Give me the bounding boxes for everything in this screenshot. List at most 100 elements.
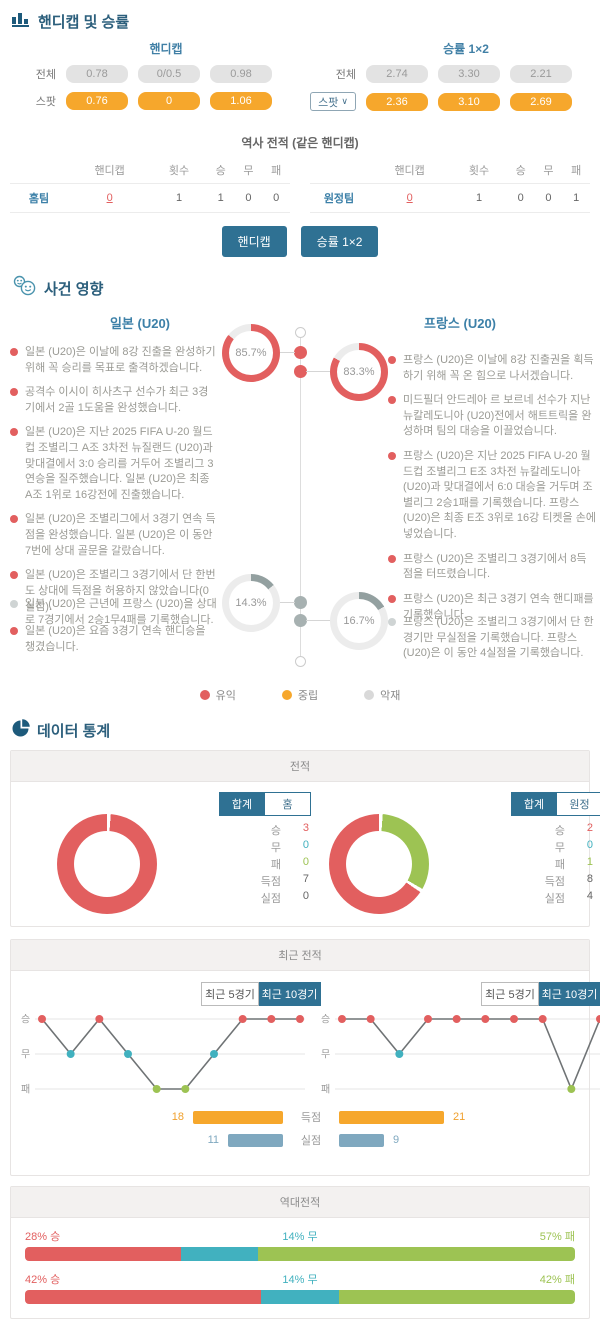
- toggle-away[interactable]: 원정: [557, 792, 600, 816]
- handicap-odds-group: 핸디캡 전체 0.78 0/0.5 0.98 스팟 0.76 0 1.06: [0, 38, 300, 120]
- toggle-home[interactable]: 홈: [265, 792, 311, 816]
- chevron-down-icon: ∨: [341, 96, 348, 106]
- alltime-row2-bar: [25, 1290, 575, 1304]
- toggle-last10[interactable]: 최근 10경기: [539, 982, 600, 1006]
- away-conceded-value: 9: [393, 1134, 400, 1146]
- japan-positive-gauge: 85.7%: [222, 324, 280, 382]
- team-title-france: 프랑스 (U20): [424, 316, 496, 331]
- home-recent-toggle[interactable]: 최근 5경기 최근 10경기: [201, 982, 321, 1006]
- handicap-label: 핸디캡: [149, 42, 183, 56]
- pie-chart-icon: [12, 719, 30, 742]
- legend-item-neutral: 중립: [281, 687, 318, 703]
- odds-value: 0.76: [66, 92, 128, 110]
- conceded-bar-row: 11 실점 9: [11, 1132, 589, 1148]
- positive-bullet-icon: [388, 594, 396, 603]
- away-recent-toggle[interactable]: 최근 5경기 최근 10경기: [481, 982, 600, 1006]
- list-item: 프랑스 (U20)은 조별리그 3경기에서 단 한 경기만 무실점을 기록했습니…: [388, 615, 596, 662]
- cell-win: 0: [506, 183, 535, 213]
- timeline-node-icon: [294, 596, 307, 609]
- loss-pct-label: 57% 패: [539, 1231, 575, 1243]
- home-conceded-value: 11: [207, 1134, 219, 1146]
- legend-item-positive: 유익: [199, 687, 236, 703]
- alltime-panel-title: 역대전적: [11, 1187, 589, 1218]
- stack-segment: [25, 1290, 261, 1304]
- goals-bar-row: 18 득점 21: [11, 1109, 589, 1125]
- draw-pct-label: 14% 무: [282, 1274, 318, 1286]
- cell-loss: 1: [562, 183, 590, 213]
- list-item: 일본 (U20)은 근년에 프랑스 (U20)을 상대로 7경기에서 2승1무4…: [10, 597, 218, 628]
- toggle-total[interactable]: 합계: [219, 792, 265, 816]
- odds-value: 0.78: [66, 65, 128, 83]
- col-header: 패: [262, 157, 290, 184]
- timeline-line: [300, 335, 301, 662]
- alltime-panel: 역대전적 28% 승 14% 무 57% 패 42% 승 14% 무 42% 패: [10, 1186, 590, 1319]
- svg-text:패: 패: [321, 1084, 330, 1096]
- toggle-last5[interactable]: 최근 5경기: [481, 982, 539, 1006]
- list-item: 프랑스 (U20)은 조별리그 3경기에서 8득점을 터뜨렸습니다.: [388, 552, 596, 583]
- cell-win: 1: [206, 183, 235, 213]
- team-title-japan: 일본 (U20): [109, 316, 171, 331]
- spot-dropdown[interactable]: 스팟 ∨: [310, 92, 356, 111]
- timeline-node-icon: [294, 365, 307, 378]
- handicap-link[interactable]: 0: [406, 192, 413, 204]
- legend-dot-icon: [364, 690, 375, 700]
- positive-bullet-icon: [388, 356, 396, 364]
- col-header: 핸디캡: [68, 157, 152, 184]
- stack-segment: [25, 1247, 181, 1261]
- col-header: 횟수: [151, 157, 207, 184]
- cell-draw: 0: [534, 183, 563, 213]
- timeline-node-icon: [295, 656, 306, 667]
- win-pct-label: 42% 승: [25, 1274, 61, 1286]
- positive-bullet-icon: [388, 554, 396, 563]
- odds-section: 핸디캡 및 승률 핸디캡 전체 0.78 0/0.5 0.98 스팟 0.76 …: [0, 0, 600, 257]
- winrate-label: 승률 1×2: [443, 42, 489, 56]
- winrate-button[interactable]: 승률 1×2: [300, 226, 379, 257]
- cell-loss: 0: [262, 183, 290, 213]
- events-legend: 유익 중립 악재: [0, 687, 600, 703]
- stack-segment: [258, 1247, 575, 1261]
- list-item: 공격수 이시이 히사츠구 선수가 최근 3경기에서 2골 1도움을 완성했습니다…: [10, 385, 218, 416]
- conceded-label: 실점: [300, 1135, 322, 1147]
- stack-segment: [180, 1247, 259, 1261]
- spot-dropdown-label: 스팟: [318, 96, 339, 109]
- row-label-all: 전체: [335, 69, 356, 81]
- draw-pct-label: 14% 무: [282, 1231, 318, 1243]
- positive-bullet-icon: [388, 452, 396, 461]
- events-body: 일본 (U20) 프랑스 (U20) 일본 (U20)은 이날에 8강 진출을 …: [0, 305, 600, 681]
- home-scope-toggle[interactable]: 합계 홈: [219, 792, 311, 816]
- svg-text:승: 승: [321, 1014, 330, 1026]
- away-scope-toggle[interactable]: 합계 원정: [511, 792, 600, 816]
- france-negative-gauge: 16.7%: [330, 592, 388, 650]
- home-results-linechart: 승무패: [21, 1014, 305, 1096]
- cell-count: 1: [151, 183, 207, 213]
- list-item: 일본 (U20)은 지난 2025 FIFA U-20 월드컵 조별리그 A조 …: [10, 425, 218, 503]
- smiley-faces-icon: [12, 275, 37, 301]
- odds-section-title: 핸디캡 및 승률: [38, 13, 130, 31]
- odds-value: 2.21: [510, 65, 572, 83]
- list-item: 일본 (U20)은 조별리그에서 3경기 연속 득점을 완성했습니다. 일본 (…: [10, 512, 218, 559]
- home-record-donut: [57, 814, 157, 914]
- away-history-table: 핸디캡 횟수 승 무 패 원정팀 0 1 0 0 1: [310, 157, 590, 213]
- row-label-spot: 스팟: [35, 96, 56, 108]
- odds-value: 2.74: [366, 65, 428, 83]
- record-panel-title: 전적: [11, 751, 589, 782]
- timeline-node-icon: [294, 346, 307, 359]
- toggle-last10[interactable]: 최근 10경기: [259, 982, 321, 1006]
- team-name: 원정팀: [310, 183, 368, 213]
- winrate-odds-group: 승률 1×2 전체 2.74 3.30 2.21 스팟 ∨ 2.36 3.10 …: [300, 38, 600, 120]
- svg-text:패: 패: [21, 1084, 30, 1096]
- away-goals-bar: [339, 1110, 444, 1124]
- toggle-last5[interactable]: 최근 5경기: [201, 982, 259, 1006]
- handicap-link[interactable]: 0: [106, 192, 113, 204]
- home-goals-value: 18: [171, 1111, 184, 1123]
- alltime-row2-labels: 42% 승 14% 무 42% 패: [25, 1271, 575, 1287]
- positive-bullet-icon: [10, 627, 18, 636]
- positive-bullet-icon: [10, 348, 18, 356]
- stats-section-title: 데이터 통계: [37, 723, 111, 740]
- toggle-total[interactable]: 합계: [511, 792, 557, 816]
- handicap-button[interactable]: 핸디캡: [221, 226, 287, 257]
